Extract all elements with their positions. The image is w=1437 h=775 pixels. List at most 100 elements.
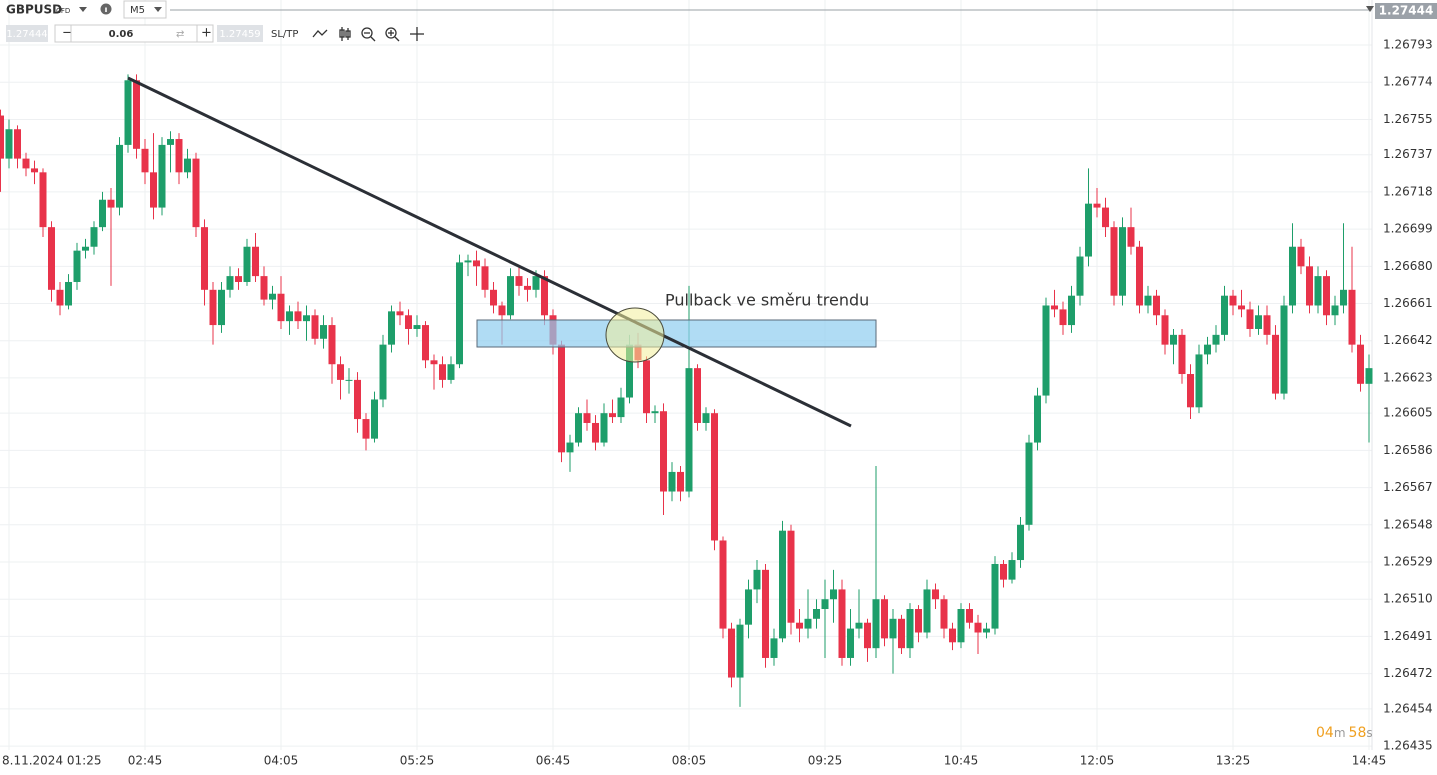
zoom-in-icon[interactable] [385,27,400,42]
candle-body [838,589,846,658]
candle-body [1357,344,1364,384]
candle-body [949,628,956,643]
candle-body [456,262,463,365]
candle-body [711,413,718,541]
candle-body [1153,295,1160,316]
candle-body [1170,334,1177,345]
swap-icon[interactable]: ⇄ [176,29,184,40]
candle-body [243,246,251,282]
timer-minutes-unit: m [1334,726,1346,740]
timeframe-dropdown[interactable] [154,7,162,12]
candle-body [226,276,234,290]
candle-body [906,609,914,649]
y-tick-label: 1.26680 [1383,259,1433,273]
candle-body [991,563,999,629]
volume[interactable]: 0.06 [109,29,134,40]
buy-price[interactable]: 1.27459 [219,29,260,40]
candle-body [379,344,387,400]
candle-body [1314,276,1322,306]
candle-body [1246,309,1254,329]
candle-body [413,325,421,329]
candle-body [728,628,735,678]
candle-body [158,144,166,208]
candle-tool-icon[interactable] [339,27,351,41]
x-tick-label: 09:25 [808,754,843,768]
candle-body [736,624,744,678]
candle-body [5,129,13,159]
candle-body [1093,203,1101,208]
candle-body [1255,315,1262,329]
candle-body [830,589,837,600]
candle-body [56,289,64,306]
buy-box[interactable] [217,25,263,42]
candle-body [1076,256,1084,296]
y-tick-label: 1.26605 [1383,406,1433,420]
sell-box[interactable] [6,25,48,42]
symbol[interactable]: GBPUSD [6,3,62,17]
candle-body [1297,246,1305,267]
candle-body [1144,295,1152,306]
candle-body [1127,227,1135,247]
sell-price[interactable]: 1.27444 [6,29,47,40]
candle-body [473,260,480,267]
sl-tp[interactable]: SL/TP [271,29,298,40]
candle-body [150,172,157,208]
candle-body [1238,305,1245,310]
candle-body [685,368,693,492]
timeframe-box[interactable] [123,0,167,19]
candle-body [507,276,514,316]
candle-body [354,379,361,420]
candle-body [388,311,395,345]
candle-body [1000,563,1007,580]
candle-body [719,540,727,629]
candle-body [770,638,778,658]
minus[interactable]: − [62,26,73,41]
timer: 04m 58s [1316,725,1373,741]
candle-body [677,471,684,492]
candle-body [184,158,191,173]
line-tool-icon[interactable] [312,29,328,38]
candle-body [0,115,4,159]
timeframe[interactable]: M5 [130,5,145,16]
candle-body [99,199,106,228]
candle-body [796,622,803,629]
candle-body [260,276,268,300]
candle-body [1306,266,1313,306]
candle-body [90,227,98,247]
candle-body [269,293,276,300]
candle-body [1212,334,1220,345]
candle-body [1102,207,1109,228]
candle-body [430,360,438,365]
candle-body [252,246,259,277]
candle-body [532,276,540,290]
volume-box[interactable] [54,24,214,43]
candle-body [133,80,140,149]
plus[interactable]: + [201,26,212,41]
candle-body [141,148,149,173]
highlight-circle [605,307,665,363]
zoom-out-icon[interactable] [361,27,376,42]
candle-body [362,419,370,439]
candle-body [558,344,565,453]
x-tick-label: 8.11.2024 01:25 [2,754,101,768]
candle-body [396,311,404,316]
candle-body [481,266,489,290]
candle-body [209,289,217,326]
candle-body [779,530,786,639]
candle-body [915,609,922,633]
candle-body [1187,374,1194,408]
candle-body [1204,344,1211,355]
candle-body [702,413,710,423]
x-tick-label: 06:45 [536,754,571,768]
y-tick-label: 1.26586 [1383,443,1433,457]
candle-body [167,139,174,145]
candle-body [116,144,123,208]
symbol-dropdown[interactable] [79,7,87,12]
move-icon[interactable] [410,27,424,41]
candle-body [1119,227,1126,296]
candle-body [600,413,608,443]
candle-body [1008,560,1016,580]
candle-body [490,289,497,306]
candle-body [864,622,871,649]
